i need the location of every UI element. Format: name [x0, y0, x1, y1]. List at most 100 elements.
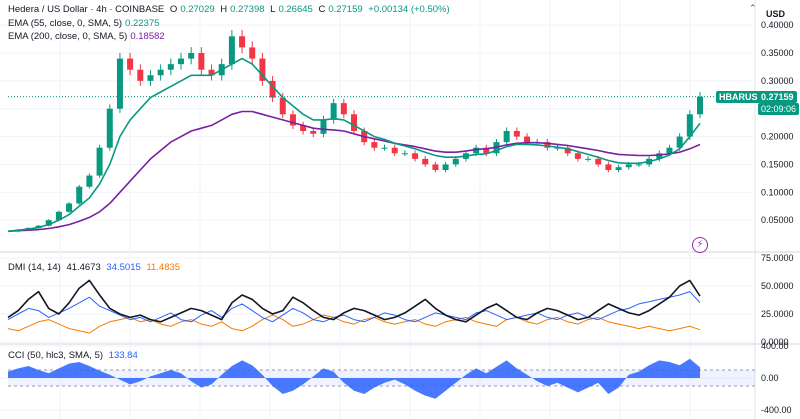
- plus-di-line: [7, 291, 701, 323]
- candle-body: [544, 142, 551, 148]
- candle-body: [656, 153, 663, 159]
- candle-body: [198, 53, 205, 70]
- candle-body: [269, 80, 276, 98]
- cci-pane[interactable]: [8, 358, 755, 399]
- price-pane[interactable]: [7, 29, 755, 233]
- candle-body: [208, 69, 215, 76]
- candle-body: [76, 186, 83, 204]
- candle-body: [564, 147, 571, 154]
- candle-body: [574, 153, 581, 159]
- dmi-tick-label: 25.0000: [761, 309, 794, 319]
- candle-body: [55, 211, 62, 221]
- candle-body: [86, 175, 93, 187]
- candle-body: [595, 158, 602, 165]
- price-tag: 0.27159: [758, 90, 797, 103]
- currency-label[interactable]: USD: [766, 9, 786, 19]
- change-value: +0.00134 (+0.50%): [368, 4, 450, 15]
- candle-body: [66, 203, 73, 212]
- adx-line: [7, 279, 701, 323]
- candle-body: [157, 69, 164, 76]
- price-tick-label: 0.15000: [761, 159, 794, 169]
- chevron-up-icon[interactable]: ⌃: [749, 3, 757, 13]
- candle-body: [503, 131, 510, 143]
- high-value: 0.27398: [230, 4, 265, 15]
- close-value: 0.27159: [328, 4, 363, 15]
- candle-body: [635, 164, 642, 166]
- candle-body: [676, 136, 683, 148]
- ema200-label: EMA (200, close, 0, SMA, 5): [8, 31, 128, 42]
- candle-body: [452, 158, 459, 165]
- cci-value: 133.84: [108, 350, 138, 361]
- ema55-line: [7, 57, 701, 233]
- symbol-legend: Hedera / US Dollar · 4h · COINBASE O 0.27…: [8, 4, 453, 16]
- candle-body: [524, 136, 530, 143]
- dmi-pane[interactable]: [7, 279, 701, 334]
- candle-body: [279, 97, 286, 115]
- candle-body: [96, 147, 103, 176]
- y-axes: 0.400000.350000.300000.250000.200000.150…: [761, 20, 794, 415]
- ema55-value: 0.22375: [125, 18, 160, 29]
- cci-legend[interactable]: CCI (50, hlc3, SMA, 5) 133.84: [8, 350, 141, 362]
- candle-body: [178, 58, 184, 65]
- adx-value: 41.4673: [66, 262, 101, 273]
- ema55-label: EMA (55, close, 0, SMA, 5): [8, 18, 123, 29]
- candle-body: [371, 142, 378, 148]
- dmi-tick-label: 75.0000: [761, 253, 794, 263]
- candle-body: [605, 164, 612, 170]
- dmi-tick-label: 50.0000: [761, 281, 794, 291]
- price-tick-label: 0.40000: [761, 20, 794, 30]
- symbol-line: Hedera / US Dollar · 4h · COINBASE: [8, 4, 165, 15]
- minus-di-line: [7, 314, 701, 334]
- candle-body: [340, 103, 347, 115]
- open-value: 0.27029: [180, 4, 215, 15]
- tradingview-bolt-icon[interactable]: ⚡: [692, 237, 708, 253]
- candle-body: [686, 114, 693, 137]
- candle-body: [585, 158, 592, 160]
- candle-body: [249, 47, 256, 59]
- candle-body: [473, 147, 480, 154]
- candle-body: [137, 69, 144, 81]
- candle-body: [310, 131, 317, 134]
- candle-body: [442, 164, 449, 170]
- candle-body: [228, 36, 235, 65]
- dmi-label: DMI (14, 14): [8, 262, 61, 273]
- price-tick-label: 0.20000: [761, 132, 794, 142]
- low-value: 0.26645: [278, 4, 313, 15]
- candle-body: [666, 147, 673, 154]
- cci-area: [8, 358, 700, 399]
- candle-body: [513, 131, 520, 137]
- close-label: C: [318, 4, 326, 15]
- candle-body: [127, 58, 134, 70]
- candle-body: [381, 147, 388, 149]
- ema200-legend[interactable]: EMA (200, close, 0, SMA, 5) 0.18582: [8, 31, 168, 43]
- candle-body: [351, 114, 357, 131]
- candle-body: [391, 147, 398, 154]
- candle-body: [45, 220, 52, 226]
- minus-di-value: 11.4835: [146, 262, 181, 273]
- candle-body: [625, 164, 632, 168]
- candle-body: [320, 119, 327, 134]
- candle-body: [697, 96, 703, 115]
- candle-body: [239, 36, 246, 48]
- ema200-line: [7, 110, 701, 233]
- candle-body: [106, 108, 113, 148]
- price-tick-label: 0.35000: [761, 48, 794, 58]
- ema200-value: 0.18582: [130, 31, 165, 42]
- ema55-legend[interactable]: EMA (55, close, 0, SMA, 5) 0.22375: [8, 18, 162, 30]
- candle-body: [554, 147, 561, 149]
- price-tick-label: 0.10000: [761, 187, 794, 197]
- candle-body: [147, 75, 154, 81]
- dmi-legend[interactable]: DMI (14, 14) 41.4673 34.5015 11.4835: [8, 262, 183, 274]
- candle-body: [259, 58, 266, 81]
- candle-body: [432, 164, 439, 170]
- symbol-tag: HBARUSD: [716, 90, 767, 103]
- candle-body: [401, 153, 408, 155]
- candle-body: [167, 64, 174, 70]
- candle-body: [330, 103, 337, 120]
- high-label: H: [220, 4, 228, 15]
- plus-di-value: 34.5015: [106, 262, 141, 273]
- candle-body: [300, 125, 307, 131]
- cci-tick-label: 0.00: [761, 373, 779, 383]
